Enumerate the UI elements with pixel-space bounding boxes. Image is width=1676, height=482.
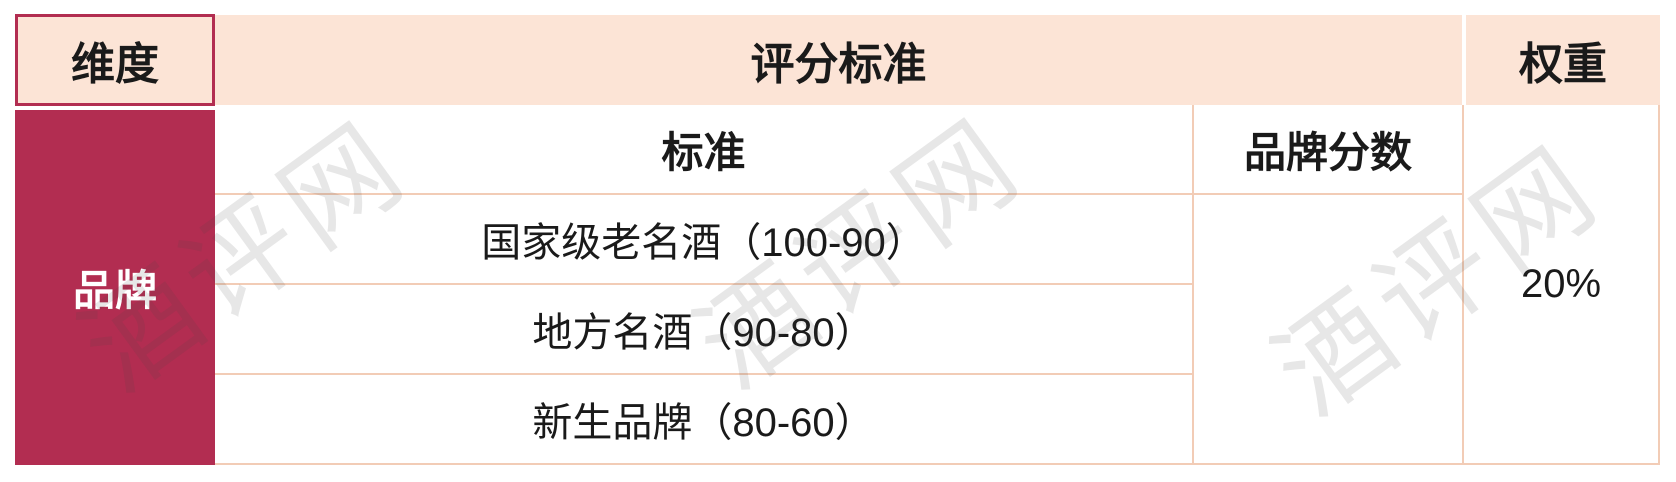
header-label-weight: 权重 [1519,40,1607,89]
criteria-row-new-brand: 新生品牌（80-60） [215,375,1192,465]
header-label-scoring-standard: 评分标准 [750,40,927,89]
weight-value-cell: 20% [1462,105,1660,465]
criteria-row-local-famous: 地方名酒（90-80） [215,285,1192,375]
dimension-label-brand: 品牌 [72,267,157,314]
weight-value: 20% [1520,261,1602,306]
subheader-cell-standard: 标准 [215,105,1192,195]
criteria-row-national-old-famous: 国家级老名酒（100-90） [215,195,1192,285]
subheader-label-brand-score: 品牌分数 [1243,128,1412,176]
dimension-cell-brand: 品牌 [15,110,215,465]
subheader-label-standard: 标准 [661,128,746,176]
subheader-cell-brand-score: 品牌分数 [1192,105,1462,195]
header-cell-dimension: 维度 [15,14,215,106]
header-label-dimension: 维度 [71,40,159,89]
brand-score-value-cell [1192,195,1462,465]
criteria-text: 新生品牌（80-60） [532,401,875,445]
criteria-text: 国家级老名酒（100-90） [481,221,926,265]
header-cell-weight: 权重 [1466,15,1660,105]
criteria-text: 地方名酒（90-80） [532,311,875,355]
header-cell-scoring-standard: 评分标准 [215,15,1462,105]
